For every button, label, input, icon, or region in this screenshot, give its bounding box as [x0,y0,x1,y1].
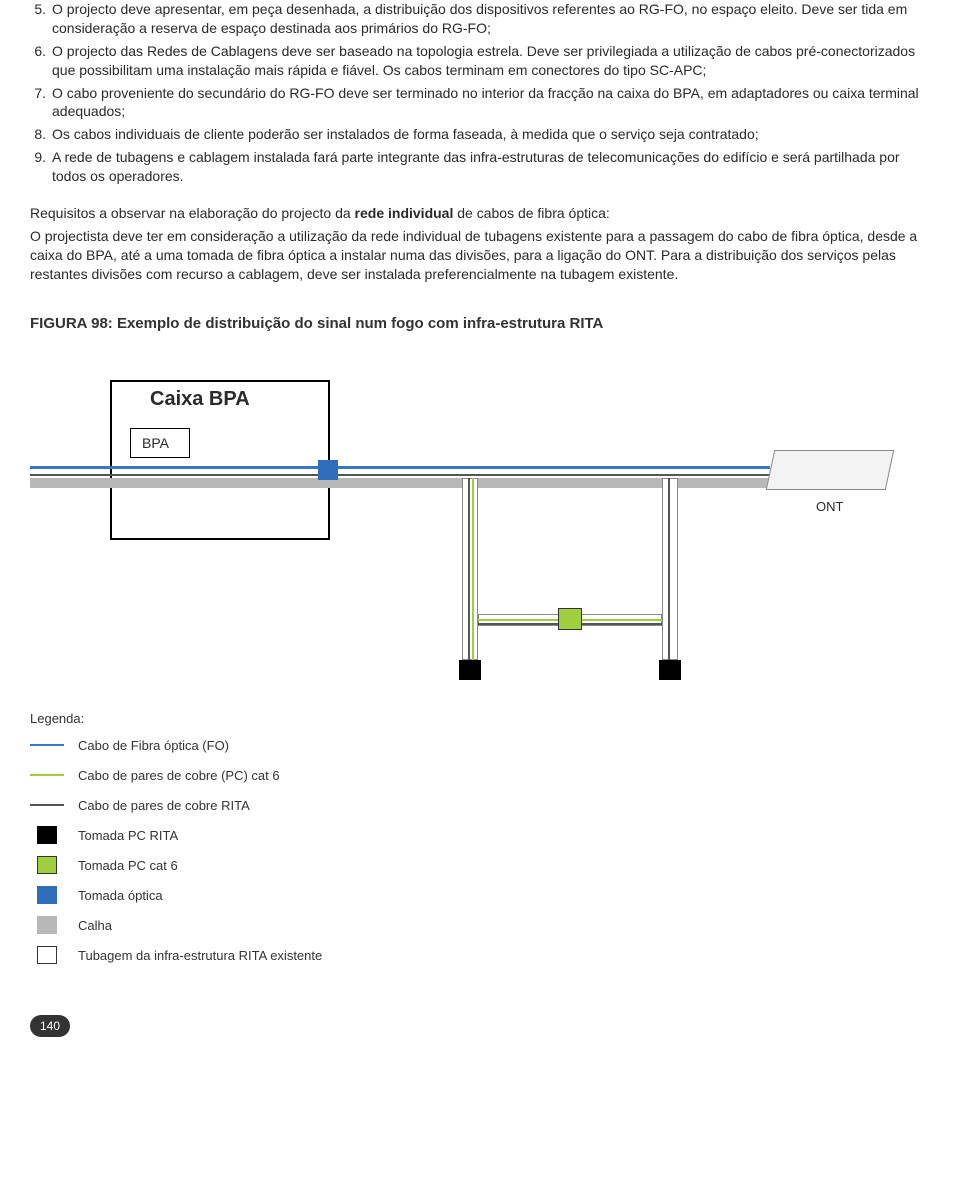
legend-swatch [30,916,64,934]
tubagem-drop2 [662,478,678,660]
legend-label: Cabo de pares de cobre RITA [78,797,250,815]
tubagem-drop1 [462,478,478,660]
ont-label: ONT [816,498,843,516]
drop1-rita [468,478,470,660]
bpa-inner-label: BPA [142,434,169,453]
legend-swatch [30,826,64,844]
tomada-rita-1 [459,660,481,680]
list-item-text: O projecto deve apresentar, em peça dese… [52,0,930,38]
intro-line: Requisitos a observar na elaboração do p… [30,204,930,223]
intro-tail: de cabos de fibra óptica: [453,205,609,221]
body-paragraph: O projectista deve ter em consideração a… [30,227,930,284]
legend-label: Calha [78,917,112,935]
legend-swatch [30,886,64,904]
legend-row: Calha [30,915,930,935]
legend-label: Cabo de pares de cobre (PC) cat 6 [78,767,280,785]
list-item: 6.O projecto das Redes de Cablagens deve… [30,42,930,80]
numbered-list: 5.O projecto deve apresentar, em peça de… [30,0,930,186]
list-item-text: Os cabos individuais de cliente poderão … [52,125,930,144]
figure-title: FIGURA 98: Exemplo de distribuição do si… [30,314,930,334]
legend-label: Cabo de Fibra óptica (FO) [78,737,229,755]
legend-row: Tomada PC RITA [30,825,930,845]
legend-swatch [30,946,64,964]
tomada-pc6 [558,608,582,630]
legend-row: Cabo de pares de cobre RITA [30,795,930,815]
legend-label: Tomada PC cat 6 [78,857,178,875]
legend-label: Tomada óptica [78,887,163,905]
trunk-rita-line [30,474,770,476]
bpa-box-label: Caixa BPA [150,386,250,413]
legend-swatch [30,744,64,746]
legend-row: Cabo de Fibra óptica (FO) [30,735,930,755]
legend-swatch [30,804,64,806]
list-item-text: A rede de tubagens e cablagem instalada … [52,148,930,186]
page-number-value: 140 [40,1018,60,1034]
page-number: 140 [30,1015,70,1037]
intro-text: Requisitos a observar na elaboração do p… [30,205,355,221]
list-item-number: 7. [30,84,52,122]
legend-row: Tomada óptica [30,885,930,905]
intro-bold: rede individual [355,205,454,221]
ont-device [766,450,895,490]
legend-swatch [30,856,64,874]
drop2-rita [668,478,670,660]
list-item-number: 9. [30,148,52,186]
trunk-fo-line [30,466,770,469]
legend-row: Cabo de pares de cobre (PC) cat 6 [30,765,930,785]
list-item: 5.O projecto deve apresentar, em peça de… [30,0,930,38]
legend-swatch [30,774,64,776]
tomada-rita-2 [659,660,681,680]
legend-label: Tomada PC RITA [78,827,178,845]
list-item-text: O cabo proveniente do secundário do RG-F… [52,84,930,122]
list-item: 9.A rede de tubagens e cablagem instalad… [30,148,930,186]
legend-row: Tomada PC cat 6 [30,855,930,875]
list-item-number: 6. [30,42,52,80]
legend-row: Tubagem da infra-estrutura RITA existent… [30,945,930,965]
list-item-number: 8. [30,125,52,144]
list-item: 8.Os cabos individuais de cliente poderã… [30,125,930,144]
list-item-number: 5. [30,0,52,38]
drop1-pc6 [472,478,474,660]
figure-diagram: Caixa BPA BPA ONT [30,350,930,690]
list-item-text: O projecto das Redes de Cablagens deve s… [52,42,930,80]
tomada-optica [318,460,338,480]
legend: Legenda: Cabo de Fibra óptica (FO) Cabo d… [30,710,930,966]
legend-title: Legenda: [30,710,930,728]
legend-label: Tubagem da infra-estrutura RITA existent… [78,947,322,965]
calha-bar [30,478,770,488]
list-item: 7.O cabo proveniente do secundário do RG… [30,84,930,122]
